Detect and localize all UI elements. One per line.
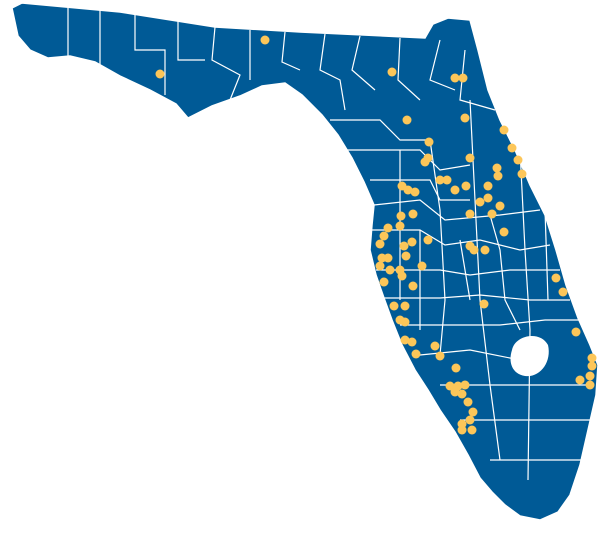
location-marker[interactable] bbox=[479, 299, 489, 309]
location-marker[interactable] bbox=[513, 155, 523, 165]
location-marker[interactable] bbox=[495, 201, 505, 211]
county-border bbox=[429, 39, 456, 91]
location-marker[interactable] bbox=[408, 281, 418, 291]
location-marker[interactable] bbox=[445, 381, 455, 391]
location-marker[interactable] bbox=[468, 407, 478, 417]
location-marker[interactable] bbox=[435, 351, 445, 361]
county-border bbox=[397, 37, 421, 101]
county-border bbox=[330, 119, 430, 141]
location-marker[interactable] bbox=[385, 265, 395, 275]
location-marker[interactable] bbox=[587, 361, 597, 371]
location-marker[interactable] bbox=[558, 287, 568, 297]
location-marker[interactable] bbox=[403, 185, 413, 195]
lake-okeechobee bbox=[510, 335, 549, 377]
location-marker[interactable] bbox=[499, 125, 509, 135]
location-marker[interactable] bbox=[379, 277, 389, 287]
location-markers bbox=[155, 35, 597, 435]
county-border bbox=[519, 149, 531, 481]
state-outline bbox=[11, 2, 599, 521]
location-marker[interactable] bbox=[442, 175, 452, 185]
location-marker[interactable] bbox=[467, 425, 477, 435]
location-marker[interactable] bbox=[517, 169, 527, 179]
location-marker[interactable] bbox=[400, 301, 410, 311]
location-marker[interactable] bbox=[460, 380, 470, 390]
location-marker[interactable] bbox=[430, 341, 440, 351]
location-marker[interactable] bbox=[410, 187, 420, 197]
location-marker[interactable] bbox=[407, 337, 417, 347]
location-marker[interactable] bbox=[379, 231, 389, 241]
location-marker[interactable] bbox=[460, 113, 470, 123]
location-marker[interactable] bbox=[400, 317, 410, 327]
location-marker[interactable] bbox=[260, 35, 270, 45]
location-marker[interactable] bbox=[450, 387, 460, 397]
county-border bbox=[177, 18, 205, 61]
location-marker[interactable] bbox=[493, 171, 503, 181]
location-marker[interactable] bbox=[575, 375, 585, 385]
county-border bbox=[211, 26, 241, 101]
location-marker[interactable] bbox=[423, 235, 433, 245]
location-marker[interactable] bbox=[396, 211, 406, 221]
county-border bbox=[459, 49, 496, 111]
location-marker[interactable] bbox=[483, 181, 493, 191]
location-marker[interactable] bbox=[395, 221, 405, 231]
location-marker[interactable] bbox=[587, 353, 597, 363]
location-marker[interactable] bbox=[389, 301, 399, 311]
location-marker[interactable] bbox=[585, 380, 595, 390]
county-border bbox=[429, 139, 446, 356]
location-marker[interactable] bbox=[458, 73, 468, 83]
county-border bbox=[134, 12, 166, 95]
location-marker[interactable] bbox=[451, 363, 461, 373]
location-marker[interactable] bbox=[450, 185, 460, 195]
location-marker[interactable] bbox=[401, 251, 411, 261]
location-marker[interactable] bbox=[411, 349, 421, 359]
location-marker[interactable] bbox=[399, 241, 409, 251]
location-marker[interactable] bbox=[402, 115, 412, 125]
county-border bbox=[351, 35, 376, 91]
location-marker[interactable] bbox=[465, 153, 475, 163]
location-marker[interactable] bbox=[400, 335, 410, 345]
location-marker[interactable] bbox=[383, 223, 393, 233]
location-marker[interactable] bbox=[585, 371, 595, 381]
location-marker[interactable] bbox=[450, 73, 460, 83]
location-marker[interactable] bbox=[397, 271, 407, 281]
location-marker[interactable] bbox=[435, 175, 445, 185]
county-border bbox=[281, 31, 301, 71]
location-marker[interactable] bbox=[469, 245, 479, 255]
location-marker[interactable] bbox=[483, 193, 493, 203]
location-marker[interactable] bbox=[507, 143, 517, 153]
location-marker[interactable] bbox=[417, 261, 427, 271]
county-border bbox=[400, 319, 580, 326]
location-marker[interactable] bbox=[463, 397, 473, 407]
county-border bbox=[489, 214, 521, 331]
location-marker[interactable] bbox=[457, 389, 467, 399]
location-marker[interactable] bbox=[492, 163, 502, 173]
location-marker[interactable] bbox=[465, 415, 475, 425]
location-marker[interactable] bbox=[155, 69, 165, 79]
location-marker[interactable] bbox=[408, 209, 418, 219]
location-marker[interactable] bbox=[375, 261, 385, 271]
location-marker[interactable] bbox=[551, 273, 561, 283]
location-marker[interactable] bbox=[571, 327, 581, 337]
location-marker[interactable] bbox=[465, 209, 475, 219]
location-marker[interactable] bbox=[480, 245, 490, 255]
county-border bbox=[459, 239, 471, 301]
location-marker[interactable] bbox=[375, 239, 385, 249]
location-marker[interactable] bbox=[424, 137, 434, 147]
location-marker[interactable] bbox=[475, 197, 485, 207]
location-marker[interactable] bbox=[383, 253, 393, 263]
location-marker[interactable] bbox=[487, 209, 497, 219]
location-marker[interactable] bbox=[499, 227, 509, 237]
county-border bbox=[469, 99, 501, 461]
county-border bbox=[544, 209, 549, 301]
county-border bbox=[373, 199, 541, 221]
location-marker[interactable] bbox=[457, 425, 467, 435]
location-marker[interactable] bbox=[387, 67, 397, 77]
county-border bbox=[319, 33, 346, 111]
location-marker[interactable] bbox=[461, 181, 471, 191]
location-marker[interactable] bbox=[420, 157, 430, 167]
location-marker[interactable] bbox=[407, 237, 417, 247]
